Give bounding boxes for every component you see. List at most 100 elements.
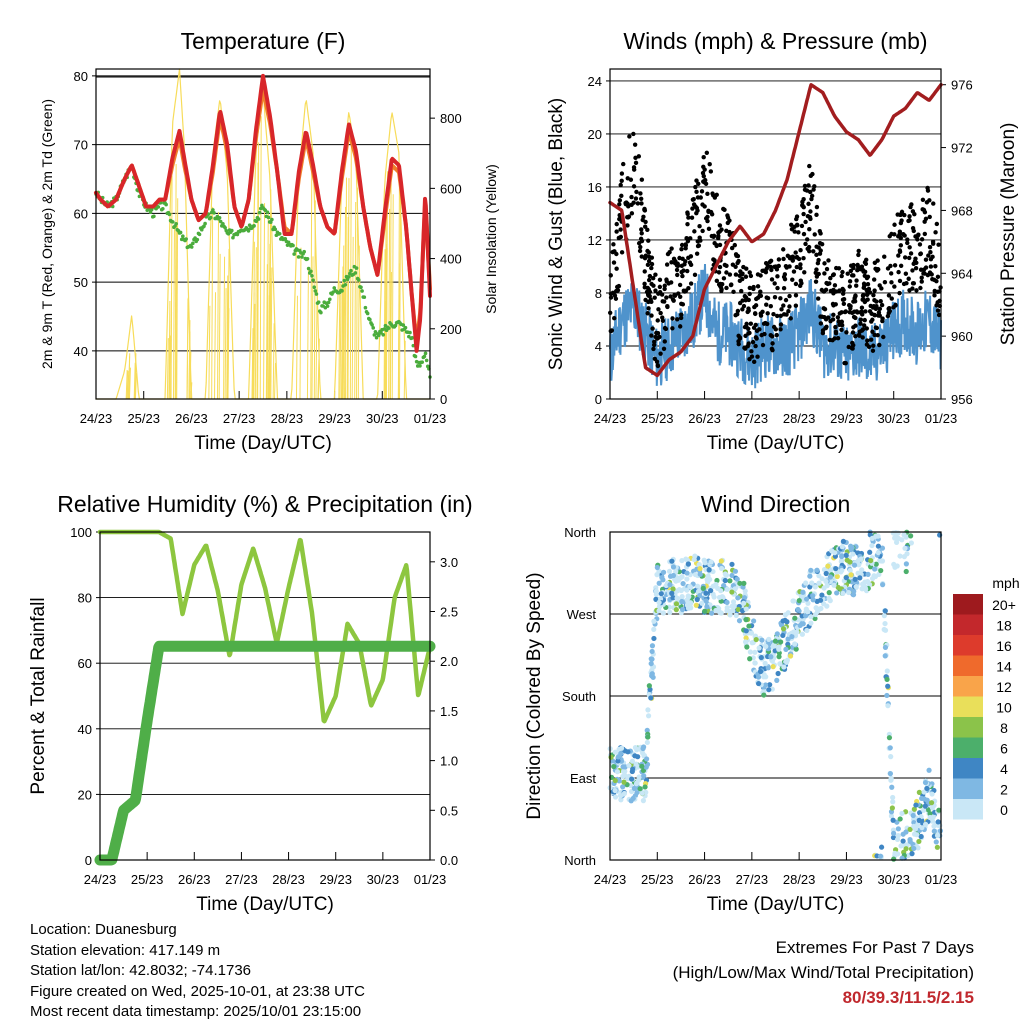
x-tick-label: 29/23 — [319, 872, 352, 887]
x-tick-label: 29/23 — [318, 411, 351, 426]
gust-point — [747, 285, 753, 291]
gust-point — [736, 333, 741, 339]
gust-point — [716, 233, 721, 239]
solar-spike — [273, 362, 276, 400]
y2-tick-label: 3.0 — [440, 555, 458, 570]
direction-point — [925, 807, 931, 813]
direction-point — [807, 584, 813, 590]
direction-point — [684, 587, 690, 593]
x-tick-label: 24/23 — [594, 872, 627, 887]
gust-point — [778, 322, 784, 327]
direction-point — [766, 687, 772, 693]
direction-point — [774, 677, 780, 683]
direction-point — [732, 603, 738, 609]
gust-point — [705, 191, 710, 197]
gust-point — [702, 204, 707, 209]
direction-point — [670, 586, 676, 592]
direction-point — [724, 599, 730, 606]
y-tick-label: 50 — [74, 275, 88, 290]
gust-point — [755, 272, 761, 277]
gust-point — [639, 227, 644, 232]
gust-point — [881, 334, 886, 340]
gust-point — [692, 272, 698, 278]
direction-point — [708, 559, 714, 565]
gust-point — [740, 298, 745, 303]
dewpoint-point — [306, 266, 311, 271]
dewpoint-point — [326, 300, 331, 305]
gust-point — [840, 291, 846, 296]
dewpoint-point — [393, 323, 398, 328]
direction-point — [890, 799, 896, 805]
gust-point — [674, 263, 680, 268]
direction-point — [694, 583, 701, 589]
dewpoint-point — [197, 232, 202, 237]
gust-point — [907, 214, 912, 219]
direction-point — [704, 576, 710, 583]
gust-point — [696, 181, 701, 186]
x-tick-label: 24/23 — [80, 411, 113, 426]
gust-point — [808, 216, 813, 222]
gust-point — [751, 359, 757, 365]
gust-point — [801, 231, 807, 237]
direction-point — [829, 548, 835, 554]
gust-point — [694, 189, 699, 195]
gust-point — [618, 182, 623, 188]
gust-point — [643, 219, 648, 225]
direction-point — [648, 660, 654, 667]
direction-point — [805, 600, 811, 606]
gust-point — [708, 169, 714, 174]
gust-point — [639, 201, 644, 206]
gust-point — [856, 248, 861, 254]
direction-point — [743, 628, 749, 634]
gust-point — [787, 264, 792, 269]
direction-point — [919, 825, 925, 831]
direction-point — [761, 692, 767, 698]
y-axis-label: Percent & Total Rainfall — [28, 597, 49, 794]
direction-point — [651, 635, 657, 642]
x-tick-label: 30/23 — [877, 411, 910, 426]
gust-point — [897, 232, 902, 237]
direction-point — [736, 618, 743, 624]
legend-label: 4 — [1000, 761, 1008, 777]
dewpoint-point — [273, 227, 278, 232]
gust-point — [694, 211, 699, 216]
gust-point — [778, 296, 783, 301]
gust-point — [882, 279, 888, 285]
dewpoint-point — [212, 211, 216, 215]
gust-point — [885, 266, 891, 271]
gust-point — [650, 275, 656, 281]
solar-spike — [346, 216, 349, 400]
direction-point — [891, 830, 897, 836]
direction-point — [776, 654, 782, 660]
gust-point — [800, 202, 805, 208]
direction-point — [729, 561, 735, 567]
gust-point — [918, 285, 923, 291]
gust-point — [618, 227, 623, 232]
solar-spike — [214, 292, 217, 400]
gust-point — [658, 310, 663, 316]
direction-point — [702, 608, 708, 614]
x-tick-label: 01/23 — [925, 411, 958, 426]
direction-point — [729, 572, 735, 579]
solar-spike — [128, 356, 131, 400]
gust-point — [781, 256, 786, 262]
direction-point — [742, 639, 749, 645]
dewpoint-point — [311, 278, 315, 282]
dewpoint-point — [247, 223, 252, 228]
y-tick-label: North — [564, 525, 596, 540]
gust-point — [733, 313, 738, 318]
gust-point — [679, 312, 684, 317]
gust-point — [911, 261, 916, 267]
gust-point — [835, 335, 841, 341]
direction-point — [656, 599, 662, 606]
y2-tick-label: 0.0 — [440, 853, 458, 868]
gust-point — [747, 291, 752, 297]
direction-point — [825, 563, 831, 569]
direction-point — [644, 727, 650, 733]
direction-point — [743, 617, 749, 623]
gust-point — [658, 290, 663, 295]
gust-point — [835, 315, 841, 320]
direction-point — [922, 779, 929, 786]
direction-point — [651, 626, 657, 632]
